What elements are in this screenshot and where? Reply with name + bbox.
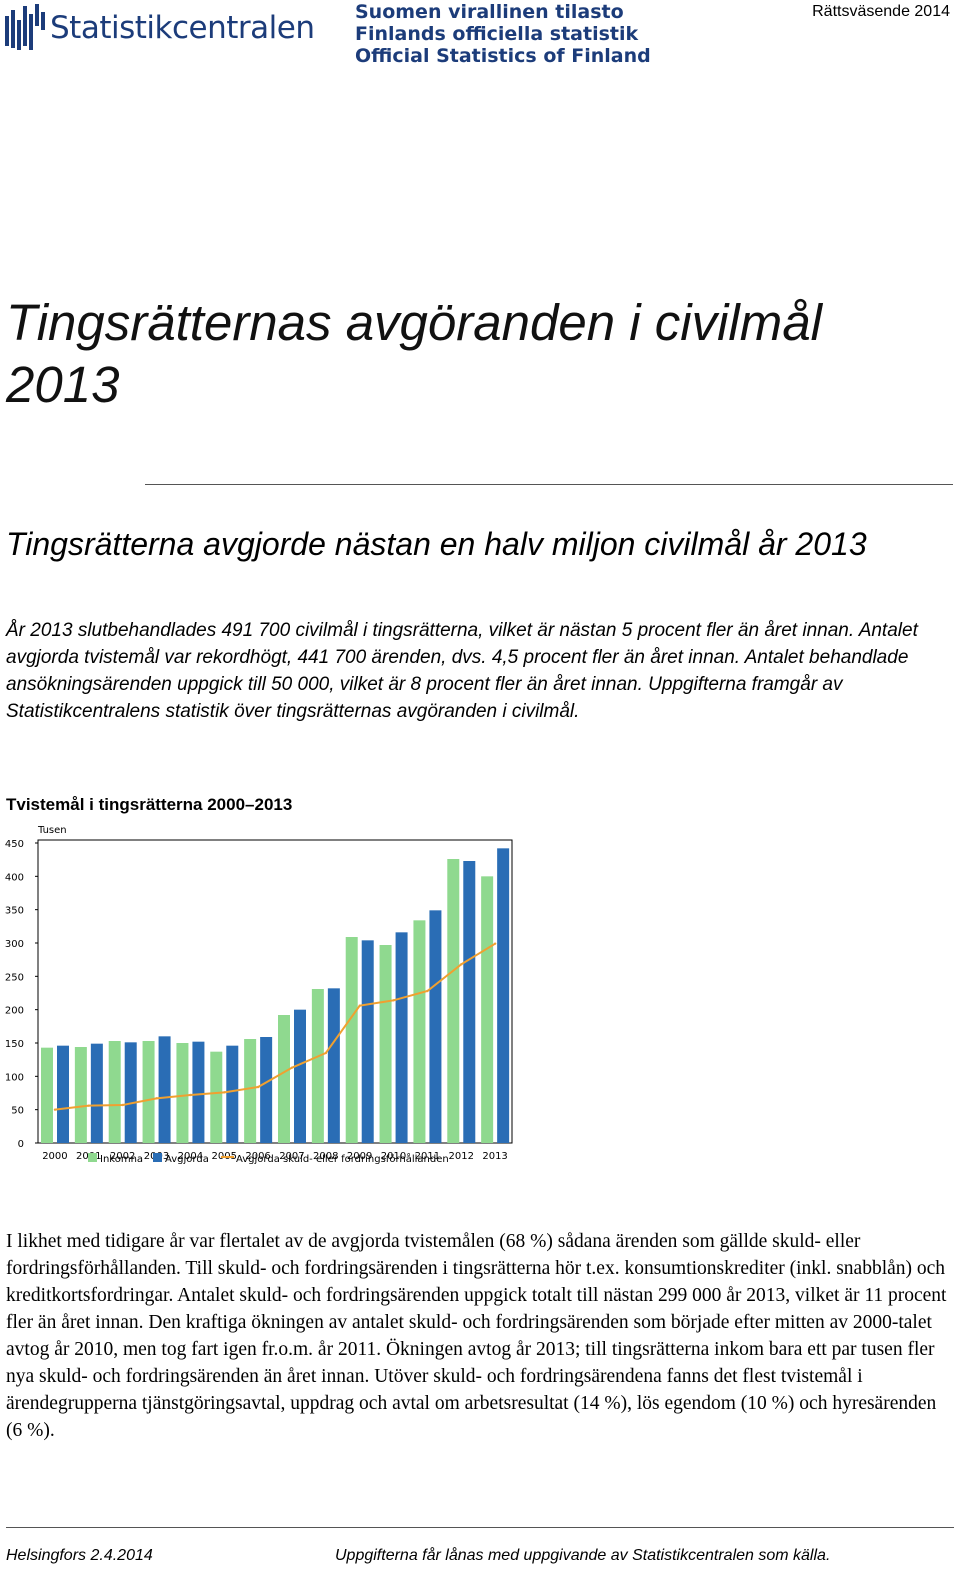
y-tick-label: 450 (5, 839, 24, 850)
x-tick-label: 2009 (347, 1151, 372, 1162)
bar-avgjorda-2011 (429, 910, 442, 1143)
point-skuld-2012 (460, 963, 463, 966)
point-skuld-2003 (155, 1097, 158, 1100)
x-tick-label: 2006 (245, 1151, 270, 1162)
body-paragraph: I likhet med tidigare år var flertalet a… (6, 1231, 947, 1441)
bar-avgjorda-2007 (294, 1009, 306, 1143)
bar-inkomna-2003 (142, 1041, 155, 1143)
bar-avgjorda-2013 (497, 848, 510, 1143)
x-tick-label: 2012 (448, 1151, 473, 1162)
lead-heading: Tingsrätterna avgjorde nästan en halv mi… (6, 526, 867, 562)
y-tick-label: 0 (18, 1139, 24, 1150)
bar-inkomna-2010 (379, 945, 392, 1143)
legend-label-inkomna: Inkomna (100, 1154, 143, 1165)
footer-divider (6, 1527, 954, 1528)
point-skuld-2013 (493, 942, 497, 945)
x-tick-label: 2002 (110, 1151, 135, 1162)
y-tick-label: 400 (5, 872, 24, 883)
bar-inkomna-2008 (311, 989, 324, 1143)
official-statistics-names: Suomen virallinen tilasto Finlands offic… (355, 1, 651, 67)
x-tick-label: 2011 (415, 1151, 440, 1162)
bar-chart: Tusen 0 50 100 150 200 250 300 350 400 450 2000 20… (5, 825, 513, 1165)
bar-avgjorda-2004 (192, 1041, 205, 1143)
lead-paragraph: År 2013 slutbehandlades 491 700 civilmål… (6, 620, 918, 722)
org-name-en: Official Statistics of Finland (355, 45, 651, 67)
legend-label-skuld: Avgjorda skuld- eller fordringsförhållan… (236, 1152, 449, 1165)
logo-text: Statistikcentralen (50, 10, 315, 46)
bar-avgjorda-2012 (463, 861, 476, 1143)
y-axis-unit-label: Tusen (37, 825, 67, 836)
footer-place-date: Helsingfors 2.4.2014 (6, 1547, 153, 1564)
bar-avgjorda-2005 (226, 1045, 239, 1143)
y-tick-label: 200 (5, 1006, 24, 1017)
point-skuld-2004 (189, 1093, 192, 1097)
point-skuld-2007 (290, 1066, 294, 1069)
x-tick-label: 2010 (381, 1151, 406, 1162)
x-tick-label: 2000 (42, 1151, 67, 1162)
y-tick-label: 150 (5, 1039, 24, 1050)
x-tick-label: 2013 (482, 1151, 507, 1162)
bar-avgjorda-2006 (260, 1037, 273, 1143)
bar-avgjorda-2002 (124, 1042, 137, 1143)
footer-source-note: Uppgifterna får lånas med uppgivande av … (335, 1547, 831, 1564)
bar-inkomna-2011 (413, 920, 426, 1143)
bar-avgjorda-2001 (90, 1043, 103, 1143)
bar-avgjorda-2010 (395, 932, 408, 1143)
bar-avgjorda-2000 (57, 1045, 69, 1143)
bar-inkomna-2002 (108, 1041, 121, 1143)
line-skuld-fordring (54, 942, 496, 1111)
point-skuld-2001 (87, 1104, 91, 1107)
bar-avgjorda-2009 (361, 940, 374, 1143)
y-tick-label: 250 (5, 972, 24, 983)
bar-inkomna-2009 (345, 937, 358, 1143)
bar-inkomna-2012 (447, 859, 460, 1143)
point-skuld-2010 (392, 999, 395, 1002)
statistics-finland-logo-icon (5, 4, 45, 50)
org-name-sv: Finlands officiella statistik (355, 23, 639, 45)
bar-inkomna-2005 (210, 1051, 223, 1143)
document-title: Tingsrätternas avgöranden i civilmål 201… (6, 294, 822, 413)
legend-swatch-avgjorda (153, 1153, 162, 1162)
x-tick-label: 2004 (178, 1151, 203, 1162)
point-skuld-2000 (53, 1108, 57, 1111)
bar-inkomna-2000 (41, 1047, 53, 1143)
x-tick-label: 2008 (313, 1151, 338, 1162)
point-skuld-2005 (223, 1091, 226, 1094)
divider (145, 484, 953, 485)
bar-inkomna-2001 (74, 1047, 87, 1143)
y-tick-label: 100 (5, 1072, 24, 1083)
logo (0, 0, 300, 60)
bar-inkomna-2006 (244, 1039, 257, 1143)
legend-swatch-inkomna (88, 1153, 97, 1162)
point-skuld-2011 (426, 989, 429, 993)
bar-inkomna-2004 (176, 1043, 189, 1143)
bar-avgjorda-2008 (327, 988, 340, 1143)
bar-avgjorda-2003 (158, 1036, 171, 1143)
chart-title: Tvistemål i tingsrätterna 2000–2013 (6, 795, 293, 814)
y-tick-label: 50 (11, 1106, 24, 1117)
chart-legend: Inkomna Avgjorda Avgjorda skuld- eller f… (88, 1152, 449, 1165)
point-skuld-2009 (358, 1004, 361, 1007)
series-name: Rättsväsende 2014 (812, 3, 950, 20)
point-skuld-2002 (121, 1103, 124, 1107)
y-tick-label: 350 (5, 906, 24, 917)
bar-inkomna-2007 (278, 1015, 290, 1143)
legend-label-avgjorda: Avgjorda (165, 1154, 209, 1165)
bar-inkomna-2013 (481, 876, 494, 1143)
org-name-fi: Suomen virallinen tilasto (355, 1, 624, 23)
point-skuld-2006 (256, 1085, 260, 1089)
y-tick-label: 300 (5, 939, 24, 950)
point-skuld-2008 (324, 1051, 328, 1055)
x-tick-label: 2007 (279, 1151, 304, 1162)
